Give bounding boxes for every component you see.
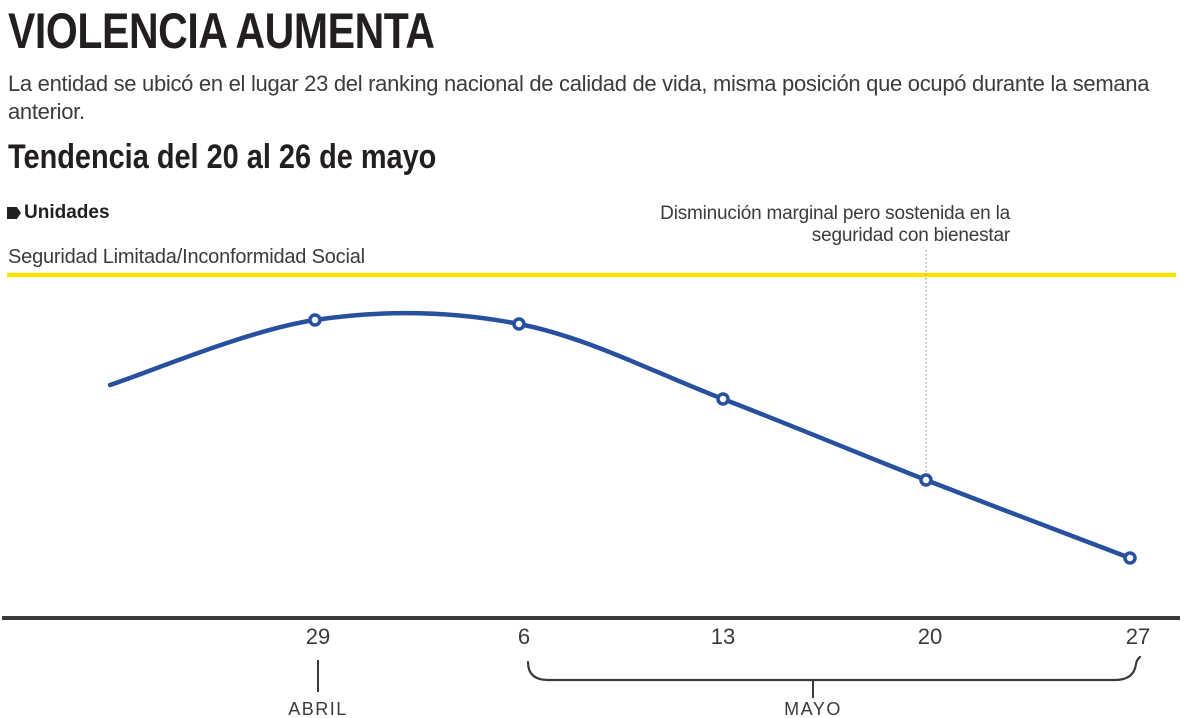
data-point-6	[512, 317, 526, 331]
x-tick-label-29: 29	[305, 624, 331, 649]
data-point-13	[716, 392, 730, 406]
annotation-line-1: Disminución marginal pero sostenida en l…	[660, 203, 1010, 224]
data-point-20	[919, 473, 933, 487]
month-label-mayo: MAYO	[784, 699, 842, 718]
x-tick-label-13: 13	[710, 624, 736, 649]
mayo-bracket	[526, 655, 1142, 682]
threshold-label: Seguridad Limitada/Inconformidad Social	[8, 246, 365, 268]
data-point-27	[1123, 551, 1137, 565]
data-point-29	[308, 313, 322, 327]
x-tick-label-20: 20	[917, 624, 943, 649]
page-subtitle: La entidad se ubicó en el lugar 23 del r…	[8, 71, 1150, 124]
annotation-text: Disminución marginal pero sostenida en l…	[610, 203, 1010, 247]
month-label-abril: ABRIL	[288, 699, 348, 718]
trend-line	[107, 310, 1133, 561]
annotation-line-2: seguridad con bienestar	[811, 225, 1010, 246]
units-legend: Unidades	[7, 202, 110, 224]
x-tick-label-6: 6	[517, 624, 531, 649]
data-point-markers	[308, 313, 1137, 565]
section-title: Tendencia del 20 al 26 de mayo	[8, 138, 437, 176]
tag-bullet-icon	[7, 207, 21, 219]
page-title: VIOLENCIA AUMENTA	[8, 3, 435, 59]
x-tick-label-27: 27	[1125, 624, 1151, 649]
units-label: Unidades	[24, 202, 110, 223]
